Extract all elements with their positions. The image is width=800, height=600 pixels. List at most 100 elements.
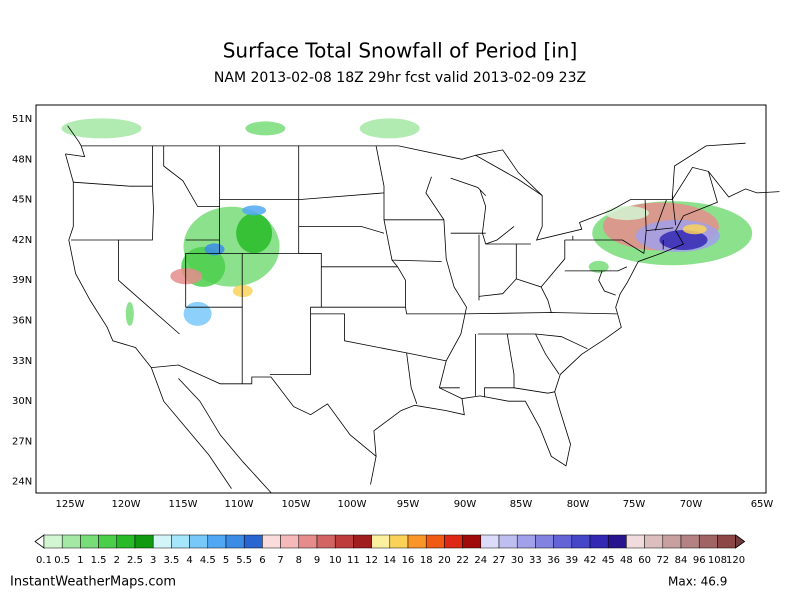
colorbar-swatch [371,534,391,549]
snow-shading [125,301,134,326]
lon-label: 75W [623,499,646,510]
site-name: InstantWeatherMaps.com [10,575,176,590]
colorbar-swatch [425,534,445,549]
state-border [406,352,447,362]
coastline [370,456,377,485]
snow-shading [604,206,649,221]
snow-shading [682,224,707,235]
lon-label: 70W [680,499,703,510]
colorbar-label: 48 [620,555,633,566]
colorbar-swatch [80,534,99,549]
snow-shading [183,301,212,326]
colorbar-label: 108 [708,555,727,566]
lon-label: 95W [397,499,420,510]
colorbar-label: 1.5 [91,555,107,566]
colorbar-swatch [316,534,336,549]
colorbar-label: 6 [259,555,265,566]
state-border [671,195,676,226]
state-border [163,145,220,207]
state-border [219,192,385,200]
colorbar-swatch [389,534,409,549]
state-border [646,227,674,231]
map-background [36,105,766,493]
colorbar-label: 9 [314,555,320,566]
colorbar-label: 1 [77,555,83,566]
state-border [425,176,467,399]
colorbar-swatch [98,534,118,549]
colorbar-label: 42 [584,555,597,566]
colorbar-swatch [334,534,354,549]
colorbar-label: 10 [329,555,342,566]
lon-label: 115W [169,499,198,510]
colorbar-swatch [152,534,172,549]
lon-label: 100W [338,499,367,510]
colorbar-swatch [61,534,81,549]
subtitle: NAM 2013-02-08 18Z 29hr fcst valid 2013-… [214,70,586,86]
colorbar-swatch [516,534,536,549]
colorbar-label: 18 [420,555,433,566]
colorbar-swatch [717,534,736,549]
lon-label: 105W [282,499,311,510]
snow-shading [359,118,420,139]
state-border [450,177,486,196]
colorbar-swatch [407,534,427,549]
lon-label: 120W [112,499,141,510]
colorbar-label: 3.5 [163,555,179,566]
coastline [479,190,515,245]
state-border [397,266,406,308]
lon-label: 110W [225,499,254,510]
title: Surface Total Snowfall of Period [in] [223,39,578,63]
colorbar-swatch [698,534,718,549]
colorbar-label: 22 [456,555,469,566]
state-border [478,244,517,297]
colorbar-label: 39 [565,555,578,566]
state-border [540,240,566,288]
state-border [572,239,645,254]
colorbar-label: 7 [277,555,283,566]
state-border [654,199,667,231]
colorbar-swatch [353,534,372,549]
snow-shading [245,121,286,136]
colorbar-label: 0.5 [54,555,70,566]
colorbar-swatch [116,534,136,549]
colorbar-label: 20 [438,555,451,566]
colorbar-swatch [171,534,190,549]
colorbar-label: 24 [474,555,487,566]
coastline [475,149,543,196]
coastline [67,125,82,147]
colorbar-swatch [607,534,627,549]
colorbar-swatch [553,534,573,549]
colorbar-swatch [207,534,227,549]
colorbar-label: 45 [602,555,615,566]
colorbar-swatch [662,534,682,549]
colorbar-swatch [444,534,463,549]
state-border [406,352,418,405]
colorbar-label: 72 [656,555,669,566]
colorbar-label: 4 [186,555,192,566]
colorbar-label: 0.1 [36,555,52,566]
colorbar-label: 4.5 [200,555,216,566]
colorbar-arrow-right [735,534,746,549]
lat-label: 39N [12,275,32,286]
colorbar-label: 8 [296,555,302,566]
lat-label: 42N [12,235,32,246]
colorbar-swatch [626,534,645,549]
colorbar-label: 33 [529,555,542,566]
map-area [36,105,780,493]
snow-shading [242,205,267,216]
snow-shading [236,213,273,254]
state-border [391,259,442,262]
colorbar-label: 84 [675,555,688,566]
colorbar-swatch [243,534,263,549]
colorbar-label: 12 [365,555,378,566]
colorbar-swatch [280,534,300,549]
colorbar-label: 120 [726,555,745,566]
lon-label: 80W [567,499,590,510]
lon-label: 125W [56,499,85,510]
colorbar-swatch [262,534,281,549]
lon-label: 85W [510,499,533,510]
colorbar-swatch [298,534,318,549]
colorbar-swatch [644,534,664,549]
colorbar-label: 14 [383,555,396,566]
lon-label: 90W [454,499,477,510]
